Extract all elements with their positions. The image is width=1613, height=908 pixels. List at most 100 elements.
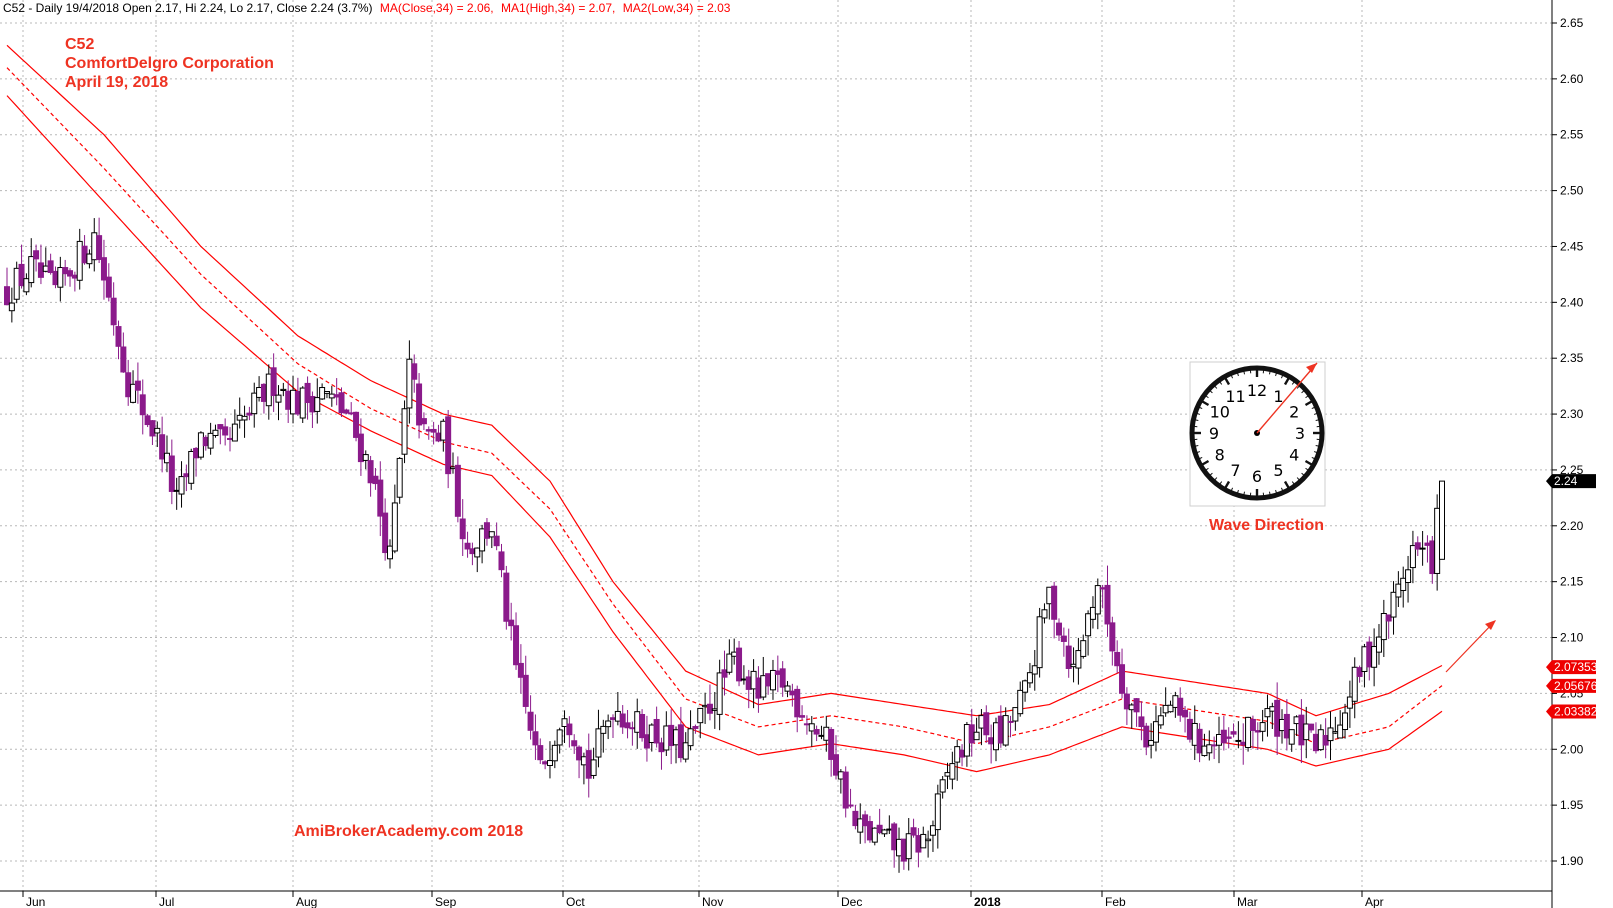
candle [1143,722,1150,756]
candle [1220,715,1227,751]
candle [925,830,932,858]
clock-tick [1280,375,1284,379]
candle [270,353,277,412]
candle [493,522,500,551]
candle [508,602,515,641]
last-price-badge-text: 2.24 [1554,474,1578,488]
candle [1259,709,1266,742]
candle [304,376,311,420]
candle [1400,566,1407,608]
clock-tick [1230,375,1234,379]
candle [67,268,74,287]
time-tick-label: 2018 [974,895,1001,908]
clock-tick [1291,481,1295,485]
ma-value-badge: 2.05676 [1546,678,1598,693]
candle [401,400,408,464]
candle [498,543,505,578]
candle [1414,536,1421,556]
clock-number: 9 [1209,424,1219,443]
candle [556,727,563,754]
candle [275,385,282,421]
clock-tick [1230,487,1234,491]
candle [231,409,238,442]
clock-tick [1199,406,1203,410]
candle [939,775,946,799]
candle [910,818,917,838]
watermark-label: AmiBrokerAcademy.com 2018 [294,823,523,840]
candle [100,239,107,300]
time-axis: Jun Jul Aug Sep Oct Nov Dec 2018 Feb Mar Apr [22,891,1384,908]
candle [377,461,384,537]
candle [1056,618,1063,641]
clock-tick [1305,395,1309,399]
candle [154,421,161,448]
price-tick-label: 2.40 [1560,295,1584,309]
candle [1104,565,1111,637]
candle [454,456,461,523]
candle [949,751,956,790]
candle [1017,681,1024,717]
candlestick-series [4,217,1445,873]
clock-tick [1313,451,1318,453]
clock-tick [1243,491,1246,495]
clock-tick [1219,481,1223,485]
time-tick-label: Oct [566,895,585,908]
clock-tick [1311,456,1315,460]
candle [537,738,544,764]
candle [391,484,398,554]
candle [1235,721,1242,749]
candle [687,710,694,751]
wave-direction-arrowhead [1485,620,1496,630]
time-tick-label: Apr [1365,895,1384,908]
candle [1148,723,1155,759]
candle [1036,607,1043,678]
clock-tick [1268,371,1271,375]
candle [808,716,815,747]
clock-number: 1 [1273,387,1283,406]
candle [430,421,437,445]
candle [120,332,127,373]
candle [464,531,471,558]
price-tick-label: 2.10 [1560,631,1584,645]
candle [1356,665,1363,683]
candle [134,362,141,404]
candle [110,282,117,336]
clock-tick [1311,406,1315,410]
candle [1230,723,1237,738]
candle [813,725,820,742]
candle [386,539,393,569]
clock-tick [1305,467,1309,471]
candle [653,706,660,748]
candle [1119,648,1126,699]
clock-tick [1219,381,1223,385]
candle [178,461,185,508]
candle [842,766,849,818]
candle [513,612,520,670]
price-tick-label: 1.90 [1560,854,1584,868]
candle [1157,707,1164,729]
candle [590,747,597,779]
candle [561,710,568,744]
candle [571,734,578,754]
price-tick-label: 2.30 [1560,407,1584,421]
candle [1114,640,1121,674]
candle [96,217,103,264]
candle [47,253,54,275]
candle [406,340,413,424]
clock-tick [1315,444,1319,447]
last-price-badge: 2.24 [1546,474,1596,489]
clock-tick [1304,400,1313,407]
candle [1177,687,1184,722]
time-tick-label: Jun [26,895,45,908]
candle [1133,697,1140,727]
candle [1245,716,1252,752]
candle [595,709,602,768]
candle [600,719,607,753]
candle [828,727,835,777]
candle [1206,730,1213,761]
time-tick-label: Sep [435,895,457,908]
clock-tick [1196,413,1201,415]
header-ma-low: MA2(Low,34) = 2.03 [623,1,731,15]
